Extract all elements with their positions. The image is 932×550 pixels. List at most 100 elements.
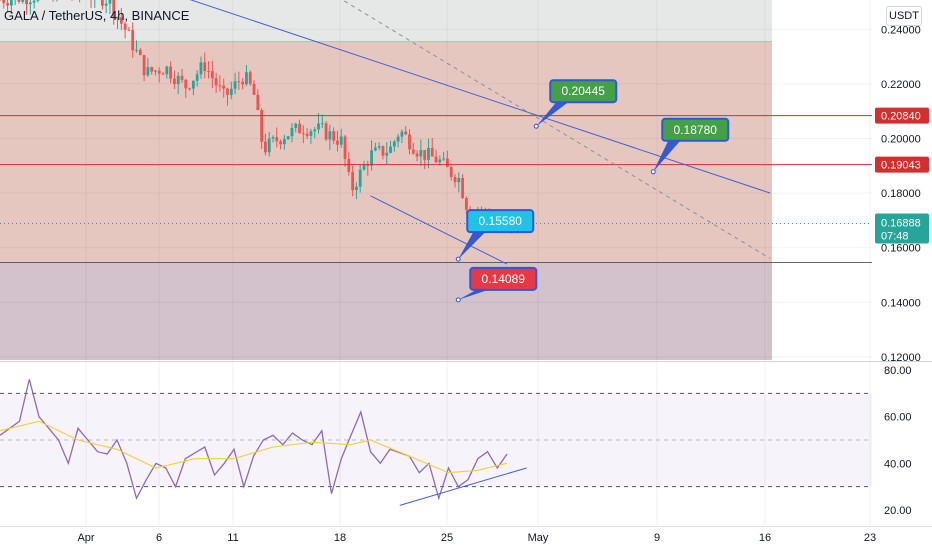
candle bbox=[381, 146, 385, 156]
candle bbox=[191, 80, 195, 89]
candle bbox=[157, 70, 161, 74]
candle bbox=[305, 133, 309, 136]
candle bbox=[332, 131, 336, 141]
trendline-solid[interactable] bbox=[370, 195, 508, 265]
time-axis[interactable]: Apr 6 11 18 25 May 9 16 23 bbox=[0, 526, 932, 545]
price-callout[interactable]: 0.20445 bbox=[533, 79, 618, 129]
candle bbox=[355, 186, 358, 191]
candle bbox=[392, 141, 396, 147]
candle bbox=[127, 29, 131, 31]
candle bbox=[264, 141, 267, 153]
time-tick-label: 6 bbox=[156, 532, 162, 544]
candle bbox=[389, 146, 392, 153]
candle bbox=[229, 88, 233, 95]
candle bbox=[17, 0, 21, 2]
candle bbox=[271, 137, 275, 139]
callout-pointer bbox=[458, 289, 489, 300]
symbol-title[interactable]: GALA / TetherUS, 4h, BINANCE bbox=[4, 8, 190, 23]
rsi_ma-line bbox=[0, 420, 508, 474]
candle bbox=[207, 71, 210, 73]
price-callout[interactable]: 0.18780 bbox=[650, 117, 730, 175]
candle bbox=[434, 156, 438, 163]
candle bbox=[135, 49, 138, 51]
candle bbox=[396, 136, 400, 142]
candle bbox=[442, 158, 446, 160]
current-price-tag bbox=[875, 213, 929, 244]
rsi-pane[interactable]: 80.00 60.00 40.00 20.00 bbox=[0, 361, 932, 528]
candle bbox=[169, 66, 173, 79]
candle bbox=[256, 94, 260, 111]
candle bbox=[161, 73, 165, 75]
current-price-value: 0.16888 bbox=[881, 217, 921, 229]
candle bbox=[116, 17, 119, 19]
candle bbox=[245, 72, 248, 85]
candle bbox=[275, 137, 279, 142]
price-tick-label: 0.16000 bbox=[881, 243, 921, 255]
candle bbox=[123, 23, 127, 30]
callout-box[interactable] bbox=[549, 79, 618, 104]
candle bbox=[366, 164, 370, 166]
callout-anchor bbox=[650, 169, 656, 175]
level-price-label: 0.20840 bbox=[881, 111, 921, 123]
candle bbox=[408, 134, 411, 150]
callout-box[interactable] bbox=[661, 117, 730, 142]
candle bbox=[411, 149, 415, 154]
candle bbox=[343, 136, 347, 159]
rsi-tick-label: 40.00 bbox=[884, 458, 912, 470]
candle bbox=[339, 136, 343, 145]
trendline-dashed[interactable] bbox=[283, 0, 771, 260]
candle bbox=[298, 123, 301, 134]
callout-box[interactable] bbox=[466, 209, 535, 234]
rsi-tick-label: 20.00 bbox=[884, 505, 912, 517]
candle bbox=[142, 55, 146, 76]
candle bbox=[290, 127, 294, 137]
candle bbox=[9, 0, 13, 6]
price-tick-label: 0.14000 bbox=[881, 297, 921, 309]
candle bbox=[199, 62, 203, 75]
candle bbox=[267, 138, 271, 153]
candle bbox=[385, 152, 389, 156]
candle bbox=[427, 147, 430, 160]
callout-box[interactable] bbox=[469, 266, 538, 291]
callout-anchor bbox=[455, 256, 461, 262]
candle bbox=[279, 141, 282, 145]
price-tick-label: 0.20000 bbox=[881, 134, 921, 146]
candle bbox=[419, 150, 423, 157]
time-tick-label: 18 bbox=[334, 532, 346, 544]
candle bbox=[252, 83, 256, 95]
time-tick-label: 23 bbox=[864, 532, 876, 544]
candle bbox=[210, 71, 214, 79]
time-tick-label: 16 bbox=[759, 532, 771, 544]
level-price-tag bbox=[875, 107, 929, 124]
candle bbox=[108, 0, 112, 4]
candle bbox=[370, 150, 373, 166]
candle bbox=[146, 67, 150, 76]
candle bbox=[317, 123, 320, 130]
candle bbox=[423, 150, 427, 160]
candle bbox=[457, 178, 461, 183]
candle bbox=[404, 131, 408, 135]
candle bbox=[28, 2, 32, 5]
candle bbox=[150, 67, 154, 72]
candle bbox=[358, 169, 362, 187]
candle bbox=[400, 131, 404, 137]
candle bbox=[165, 66, 169, 75]
candle bbox=[2, 0, 6, 4]
rsi-trendline[interactable] bbox=[399, 467, 527, 506]
zone-0 bbox=[0, 0, 772, 42]
price-callout[interactable]: 0.14089 bbox=[455, 266, 538, 303]
candle bbox=[324, 123, 328, 140]
candle bbox=[282, 139, 286, 145]
rsi-tick-label: 80.00 bbox=[884, 365, 912, 377]
trendline-solid[interactable] bbox=[107, 0, 771, 194]
candle bbox=[176, 75, 180, 85]
currency-selector[interactable]: USDT bbox=[886, 6, 922, 26]
candle bbox=[415, 153, 419, 157]
price-callout[interactable]: 0.15580 bbox=[455, 209, 535, 262]
candle bbox=[173, 78, 176, 85]
candle bbox=[294, 123, 298, 128]
candle bbox=[104, 3, 108, 6]
callout-label: 0.14089 bbox=[482, 272, 526, 286]
